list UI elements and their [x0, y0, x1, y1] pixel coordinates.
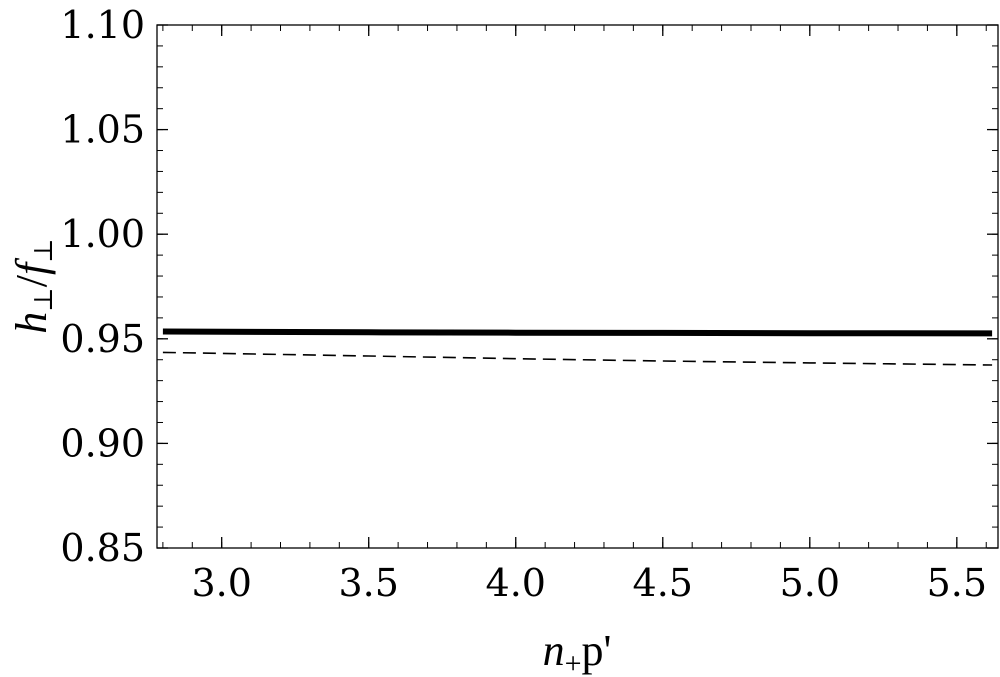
x-tick-labels: 3.0 3.5 4.0 4.5 5.0 5.5 — [191, 561, 987, 605]
x-tick-label: 3.5 — [339, 561, 399, 605]
y-tick-label: 1.05 — [60, 108, 145, 152]
y-axis-label-num-sub: ⊥ — [29, 287, 58, 311]
x-tick-label: 4.5 — [633, 561, 693, 605]
y-tick-label: 0.95 — [60, 317, 145, 361]
x-axis-label-rest: p' — [581, 626, 611, 675]
series-dashed-line — [162, 351, 993, 366]
y-axis-label: h⊥/f⊥ — [7, 238, 58, 333]
y-tick-labels: 0.85 0.90 0.95 1.00 1.05 1.10 — [60, 3, 145, 570]
y-axis-label-num: h — [7, 312, 56, 334]
y-axis-label-slash: / — [7, 274, 56, 287]
y-tick-label: 0.90 — [60, 421, 145, 465]
y-tick-label: 1.10 — [60, 3, 145, 47]
major-ticks — [157, 24, 998, 549]
series-layer — [162, 328, 993, 366]
plot-frame — [156, 24, 999, 549]
y-axis-label-den-sub: ⊥ — [29, 238, 58, 262]
series-solid-line — [162, 328, 993, 337]
x-tick-label: 5.5 — [927, 561, 987, 605]
minor-ticks — [157, 24, 998, 549]
y-tick-label: 0.85 — [60, 526, 145, 570]
x-tick-label: 5.0 — [780, 561, 840, 605]
x-tick-label: 4.0 — [486, 561, 546, 605]
y-tick-label: 1.00 — [60, 212, 145, 256]
x-tick-label: 3.0 — [191, 561, 251, 605]
x-axis-label-main: n — [543, 626, 565, 675]
x-axis-label: n+p' — [543, 626, 612, 677]
x-axis-label-sub: + — [565, 647, 582, 677]
